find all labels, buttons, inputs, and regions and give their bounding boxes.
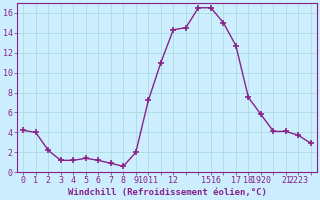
X-axis label: Windchill (Refroidissement éolien,°C): Windchill (Refroidissement éolien,°C) xyxy=(68,188,267,197)
